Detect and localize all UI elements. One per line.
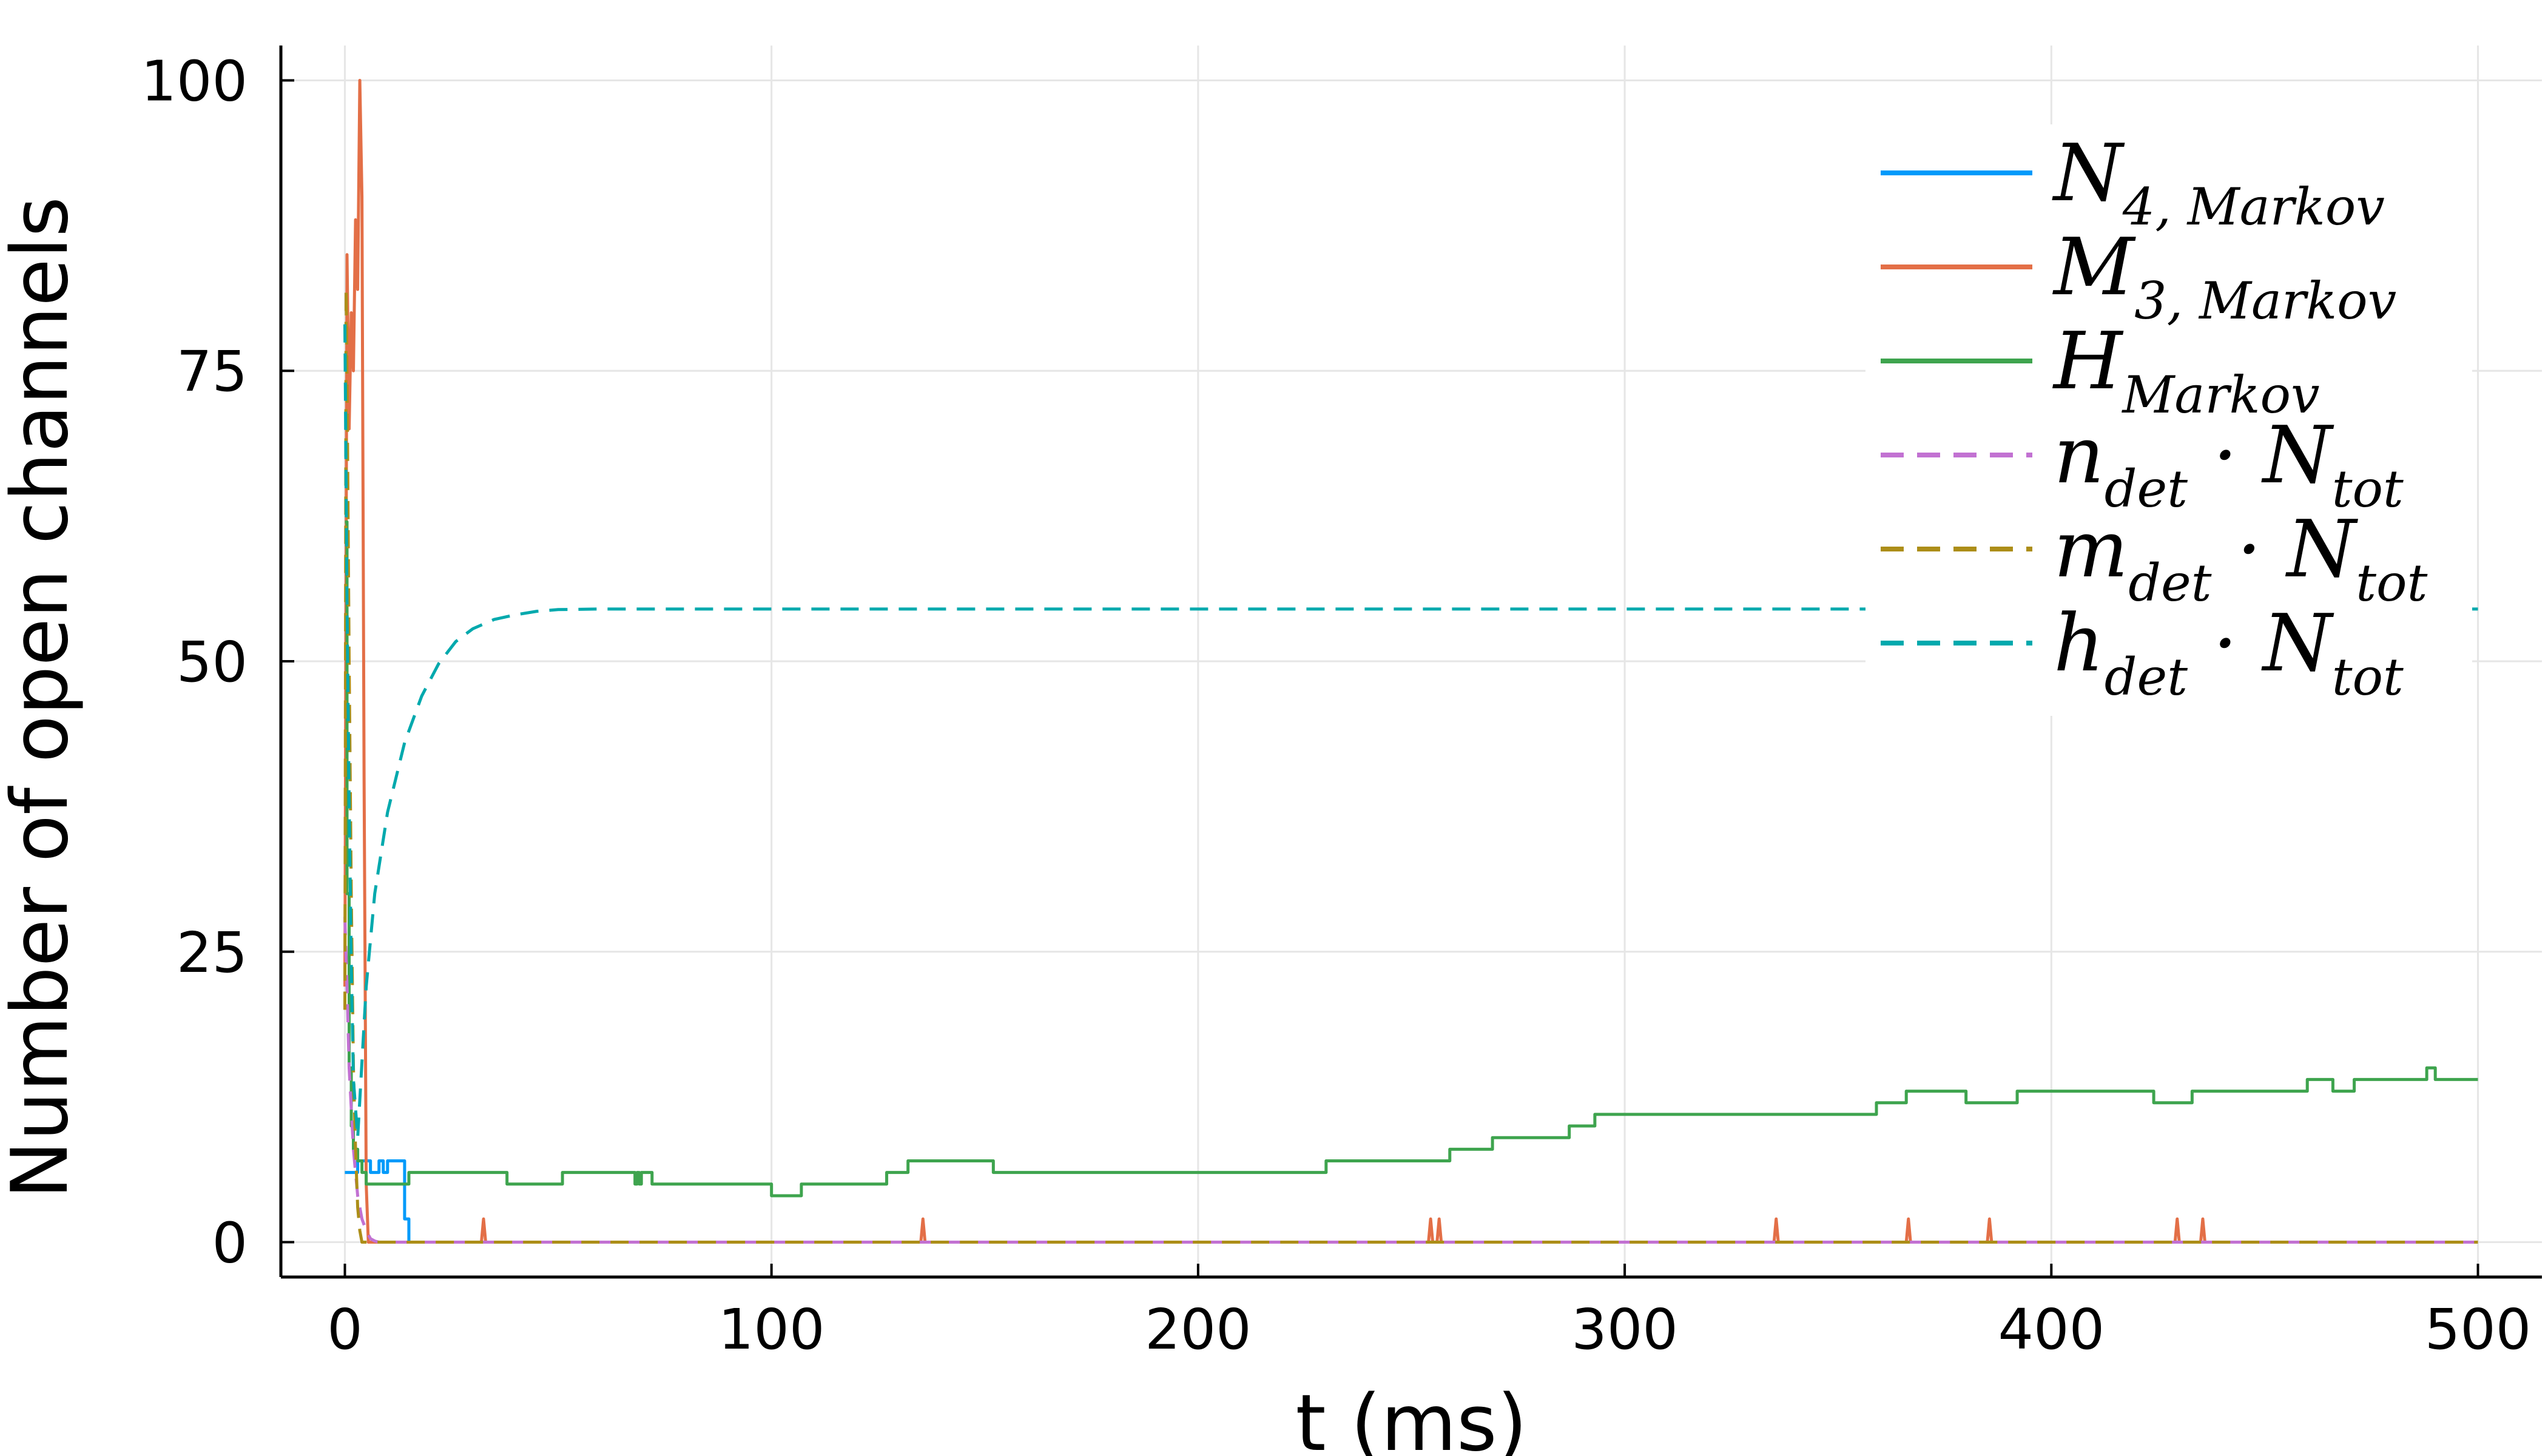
- y-tick-label: 75: [177, 339, 248, 404]
- y-tick-label: 25: [177, 920, 248, 985]
- legend-box: [1866, 124, 2472, 716]
- x-tick-label: 200: [1145, 1297, 1252, 1362]
- series-line-0: [345, 1159, 2478, 1244]
- y-axis-title: Number of open channels: [0, 197, 86, 1199]
- x-tick-label: 0: [327, 1297, 363, 1362]
- x-tick-label: 100: [718, 1297, 825, 1362]
- legend-label: mdet · Ntot: [2054, 503, 2428, 613]
- x-tick-label: 300: [1571, 1297, 1678, 1362]
- legend-label: N4, Markov: [2052, 127, 2385, 237]
- series-line-5: [343, 324, 2478, 1139]
- legend-label: HMarkov: [2052, 315, 2320, 425]
- series-line-3: [343, 917, 2478, 1244]
- x-axis-title: t (ms): [1295, 1378, 1527, 1456]
- legend-label: hdet · Ntot: [2054, 597, 2404, 707]
- x-tick-label: 400: [1998, 1297, 2105, 1362]
- y-tick-label: 50: [177, 630, 248, 695]
- y-tick-label: 100: [141, 49, 248, 113]
- y-tick-label: 0: [212, 1211, 248, 1276]
- tick-labels: 0 100 200 300 400 500 0 25 50 75 100: [141, 49, 2531, 1362]
- legend-label: M3, Markov: [2052, 221, 2396, 331]
- legend-label: ndet · Ntot: [2054, 409, 2404, 519]
- x-tick-label: 500: [2425, 1297, 2532, 1362]
- series-layer: [343, 78, 2478, 1244]
- axes: [279, 46, 2542, 1279]
- series-line-2: [345, 520, 2478, 1198]
